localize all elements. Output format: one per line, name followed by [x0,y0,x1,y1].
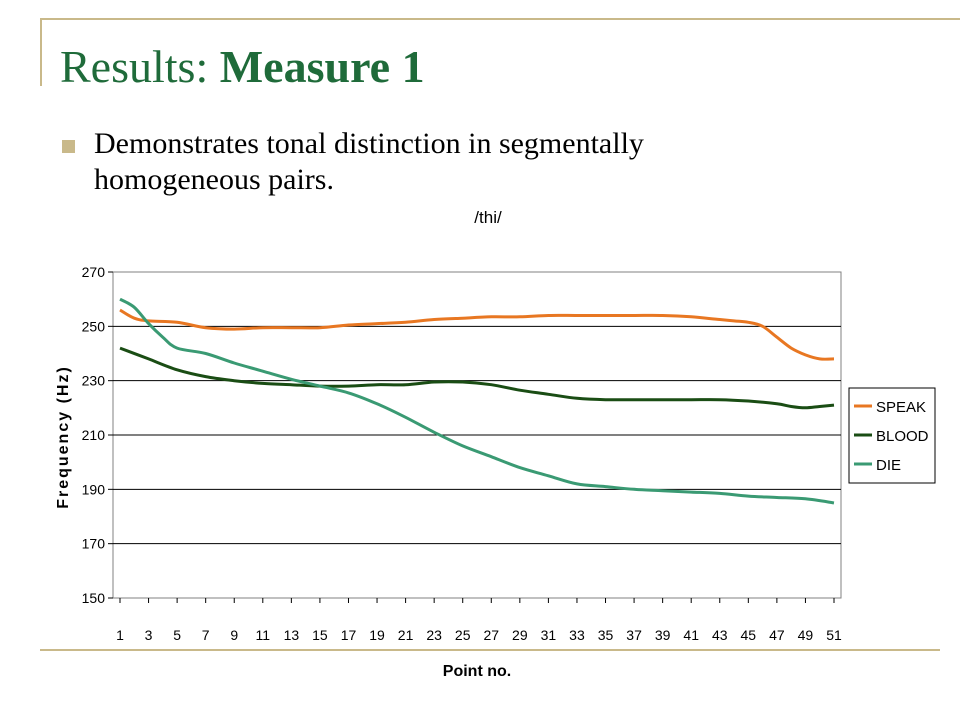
series-lines [119,297,835,505]
y-tick-label: 270 [82,264,106,280]
frame-horizontal-rule [40,18,960,20]
x-tick-label: 7 [202,627,210,643]
slide-title: Results: Measure 1 [60,38,425,96]
y-tick-label: 250 [82,318,106,334]
x-tick-label: 27 [483,627,499,643]
x-tick-label: 47 [769,627,785,643]
x-tick-label: 41 [683,627,699,643]
x-tick-label: 1 [116,627,124,643]
x-tick-label: 45 [741,627,757,643]
series-line-die [119,297,835,505]
y-tick-labels: 150 170 190 210 230 250 270 [82,264,106,606]
y-tick-label: 230 [82,373,106,389]
y-tick-label: 210 [82,427,106,443]
x-tick-label: 43 [712,627,728,643]
x-tick-label: 21 [398,627,414,643]
y-tick-label: 170 [82,536,106,552]
slide-title-prefix: Results: [60,41,220,92]
x-tick-label: 49 [798,627,814,643]
x-tick-label: 9 [230,627,238,643]
footer-rule [40,649,940,651]
series-line-speak [119,308,835,361]
x-tick-label: 35 [598,627,614,643]
y-tick-label: 150 [82,590,106,606]
x-tick-label: 3 [145,627,153,643]
x-tick-label: 39 [655,627,671,643]
series-line-blood [119,346,835,410]
x-tick-label: 33 [569,627,585,643]
y-tick-label: 190 [82,481,106,497]
legend: SPEAK BLOOD DIE [848,387,936,484]
bullet-text: Demonstrates tonal distinction in segmen… [94,127,644,196]
x-axis-label: Point no. [443,663,511,680]
x-tick-label: 23 [426,627,442,643]
slide-title-bold: Measure 1 [219,41,425,92]
bullet-square-icon [62,140,75,153]
legend-label-speak: SPEAK [876,399,926,416]
x-tick-label: 5 [173,627,181,643]
x-tick-label: 37 [626,627,642,643]
y-axis-label: Frequency (Hz) [55,365,72,509]
x-tick-label: 13 [284,627,300,643]
x-tick-label: 51 [826,627,842,643]
x-tick-label: 17 [341,627,357,643]
x-tick-label: 19 [369,627,385,643]
chart-title: /thi/ [474,208,502,227]
x-tick-label: 31 [541,627,557,643]
x-tick-label: 15 [312,627,328,643]
x-tick-label: 25 [455,627,471,643]
frame-vertical-rule [40,18,42,86]
legend-label-blood: BLOOD [876,428,929,445]
x-tick-label: 29 [512,627,528,643]
x-tick-label: 11 [256,627,271,643]
legend-label-die: DIE [876,457,901,474]
x-tick-labels: 1 3 5 7 9 11 13 15 17 19 21 23 25 27 29 31 33 35 37 39 41 43 4… [116,627,842,643]
